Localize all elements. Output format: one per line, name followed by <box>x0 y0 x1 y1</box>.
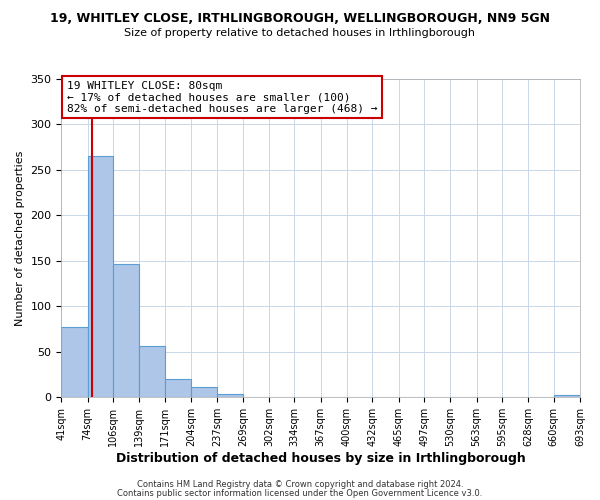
Text: Contains public sector information licensed under the Open Government Licence v3: Contains public sector information licen… <box>118 488 482 498</box>
Bar <box>217 394 243 398</box>
Y-axis label: Number of detached properties: Number of detached properties <box>15 150 25 326</box>
Bar <box>139 346 165 398</box>
Bar <box>113 264 139 398</box>
Text: 19 WHITLEY CLOSE: 80sqm
← 17% of detached houses are smaller (100)
82% of semi-d: 19 WHITLEY CLOSE: 80sqm ← 17% of detache… <box>67 80 377 114</box>
Bar <box>554 394 580 398</box>
Bar <box>165 379 191 398</box>
Bar <box>61 328 88 398</box>
Text: Size of property relative to detached houses in Irthlingborough: Size of property relative to detached ho… <box>125 28 476 38</box>
Text: Contains HM Land Registry data © Crown copyright and database right 2024.: Contains HM Land Registry data © Crown c… <box>137 480 463 489</box>
Bar <box>88 156 113 398</box>
Bar <box>191 388 217 398</box>
Text: 19, WHITLEY CLOSE, IRTHLINGBOROUGH, WELLINGBOROUGH, NN9 5GN: 19, WHITLEY CLOSE, IRTHLINGBOROUGH, WELL… <box>50 12 550 26</box>
X-axis label: Distribution of detached houses by size in Irthlingborough: Distribution of detached houses by size … <box>116 452 526 465</box>
